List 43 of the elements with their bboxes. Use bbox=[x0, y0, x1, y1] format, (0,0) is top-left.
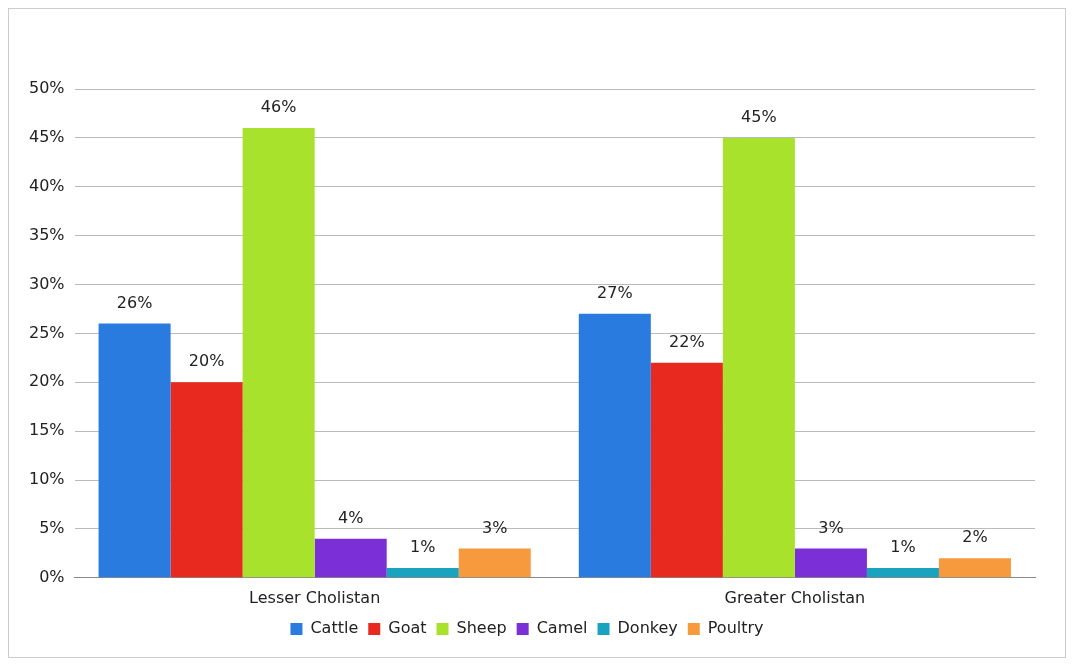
bar bbox=[242, 128, 315, 578]
data-label: 1% bbox=[410, 537, 436, 557]
x-tick-label: Lesser Cholistan bbox=[249, 587, 381, 607]
data-label: 27% bbox=[597, 283, 633, 302]
bar bbox=[458, 548, 531, 578]
bar bbox=[866, 568, 939, 578]
data-label: 3% bbox=[818, 517, 844, 537]
legend-label: Goat bbox=[388, 618, 427, 638]
bar bbox=[98, 323, 171, 578]
x-tick-label: Greater Cholistan bbox=[724, 587, 866, 607]
data-label: 20% bbox=[188, 351, 225, 371]
data-label: 26% bbox=[116, 292, 153, 312]
legend-label: Poultry bbox=[707, 618, 764, 638]
bar bbox=[386, 568, 459, 578]
y-tick-label: 50% bbox=[29, 78, 65, 98]
legend-label: Cattle bbox=[310, 618, 359, 638]
y-tick-label: 30% bbox=[29, 273, 65, 293]
y-tick-label: 5% bbox=[39, 518, 65, 538]
bar bbox=[650, 362, 723, 578]
data-label: 45% bbox=[741, 107, 777, 127]
bar bbox=[794, 548, 867, 578]
legend-label: Sheep bbox=[456, 618, 507, 638]
bar bbox=[314, 538, 387, 578]
y-tick-label: 40% bbox=[29, 175, 65, 195]
y-tick-label: 0% bbox=[39, 566, 65, 586]
bar bbox=[170, 382, 243, 578]
data-label: 3% bbox=[482, 517, 508, 537]
y-tick-label: 20% bbox=[29, 371, 65, 391]
data-label: 1% bbox=[890, 537, 916, 557]
data-label: 22% bbox=[669, 331, 705, 351]
data-label: 46% bbox=[260, 97, 297, 117]
y-tick-label: 45% bbox=[29, 127, 65, 147]
y-tick-label: 25% bbox=[29, 322, 65, 342]
legend-label: Camel bbox=[536, 618, 588, 638]
bar bbox=[938, 558, 1011, 578]
bar bbox=[578, 313, 651, 578]
y-tick-label: 10% bbox=[29, 469, 65, 489]
bar bbox=[722, 137, 795, 578]
y-tick-label: 35% bbox=[29, 224, 65, 244]
data-label: 4% bbox=[337, 507, 364, 527]
data-label: 2% bbox=[962, 527, 988, 547]
y-tick-label: 15% bbox=[29, 420, 65, 440]
legend-label: Donkey bbox=[617, 618, 678, 638]
